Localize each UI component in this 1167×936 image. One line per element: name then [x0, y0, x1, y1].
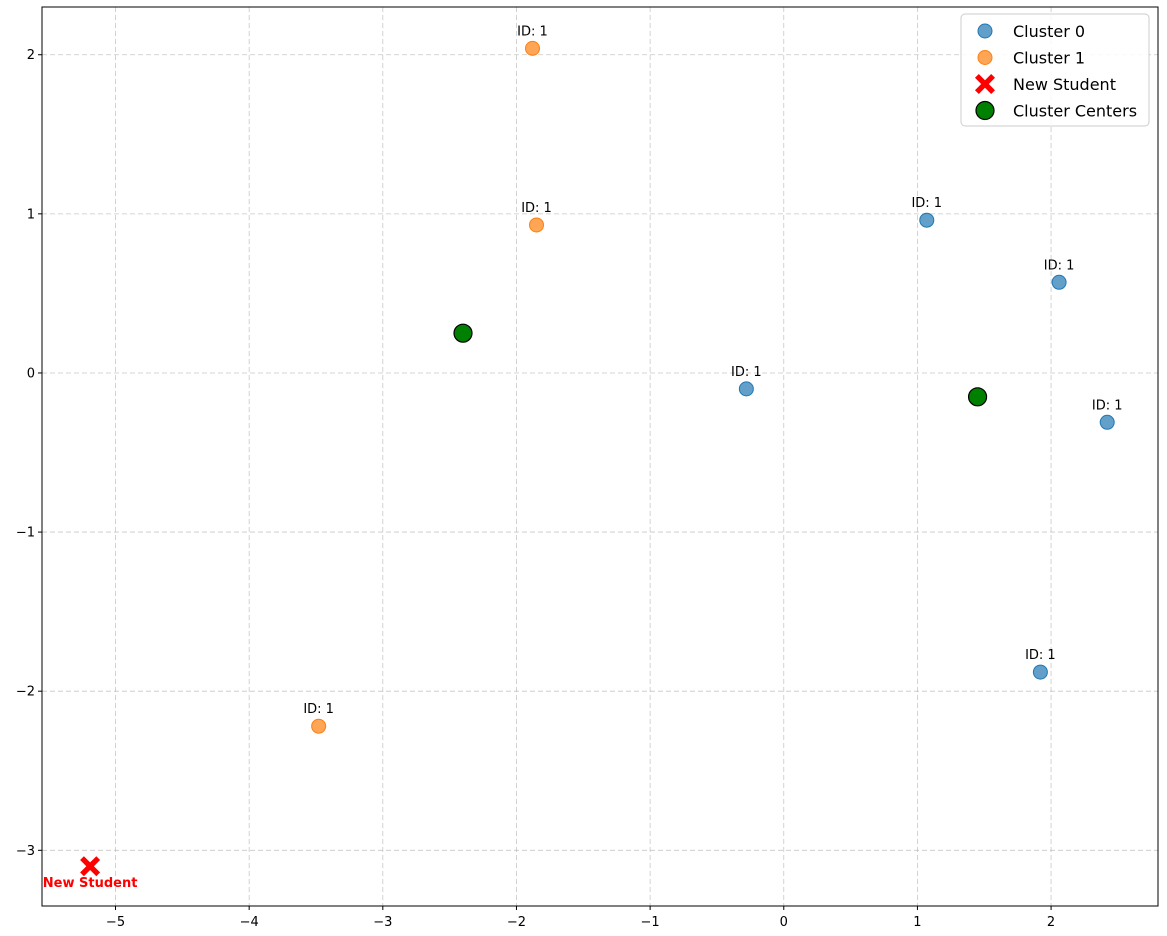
point-id-label: ID: 1 [731, 365, 762, 380]
point-id-label: ID: 1 [1092, 398, 1123, 413]
legend-marker-cluster-centers [975, 100, 995, 121]
y-tick-label: −2 [16, 685, 35, 700]
y-tick-label: −1 [16, 526, 35, 541]
data-points: ID: 1 ID: 1 ID: 1 ID: 1 ID: 1 ID: 1 ID: 1 ID: 1… [43, 24, 1123, 891]
legend-label-cluster-centers: Cluster Centers [1013, 102, 1137, 121]
cluster-1-point [525, 40, 541, 56]
cluster-centers-point [453, 323, 473, 343]
cluster-0-point [738, 381, 754, 397]
point-id-label: ID: 1 [521, 201, 552, 216]
axis-ticks: −5 −4 −3 −2 −1 0 1 2 −3 −2 −1 0 1 2 [16, 48, 1055, 930]
cluster-0-point [1099, 414, 1115, 430]
x-tick-label: −1 [641, 915, 660, 930]
legend: Cluster 0 Cluster 1 New Student Cluster Cen… [960, 13, 1150, 127]
new-student-label: New Student [43, 876, 138, 891]
legend-marker-cluster-0 [977, 23, 993, 39]
cluster-centers-point [967, 387, 988, 407]
x-tick-label: 1 [913, 915, 921, 930]
point-id-label: ID: 1 [1044, 258, 1075, 273]
cluster-0-point [1032, 664, 1048, 680]
x-tick-label: −3 [373, 915, 392, 930]
y-tick-label: 2 [27, 48, 35, 63]
legend-marker-new-student [975, 74, 995, 94]
point-id-label: ID: 1 [517, 24, 548, 39]
legend-box [960, 13, 1150, 127]
cluster-1-point [529, 217, 545, 233]
cluster-0-point [919, 212, 935, 228]
cluster-0-point [1051, 274, 1067, 290]
new-student-point [80, 856, 101, 877]
legend-label-cluster-0: Cluster 0 [1013, 22, 1085, 41]
point-id-label: ID: 1 [1025, 648, 1056, 663]
x-tick-label: 0 [780, 915, 788, 930]
grid [42, 7, 1158, 906]
plot-area [41, 6, 1159, 907]
y-tick-label: 1 [27, 207, 35, 222]
point-id-label: ID: 1 [303, 702, 334, 717]
x-tick-label: −4 [240, 915, 259, 930]
legend-label-new-student: New Student [1013, 75, 1116, 94]
point-id-label: ID: 1 [911, 196, 942, 211]
legend-marker-cluster-1 [977, 50, 993, 65]
x-tick-label: −5 [106, 915, 125, 930]
cluster-1-point [311, 718, 327, 734]
y-tick-label: −3 [16, 844, 35, 859]
legend-label-cluster-1: Cluster 1 [1013, 49, 1085, 68]
y-tick-label: 0 [27, 366, 35, 381]
x-tick-label: −2 [507, 915, 526, 930]
x-tick-label: 2 [1047, 915, 1055, 930]
